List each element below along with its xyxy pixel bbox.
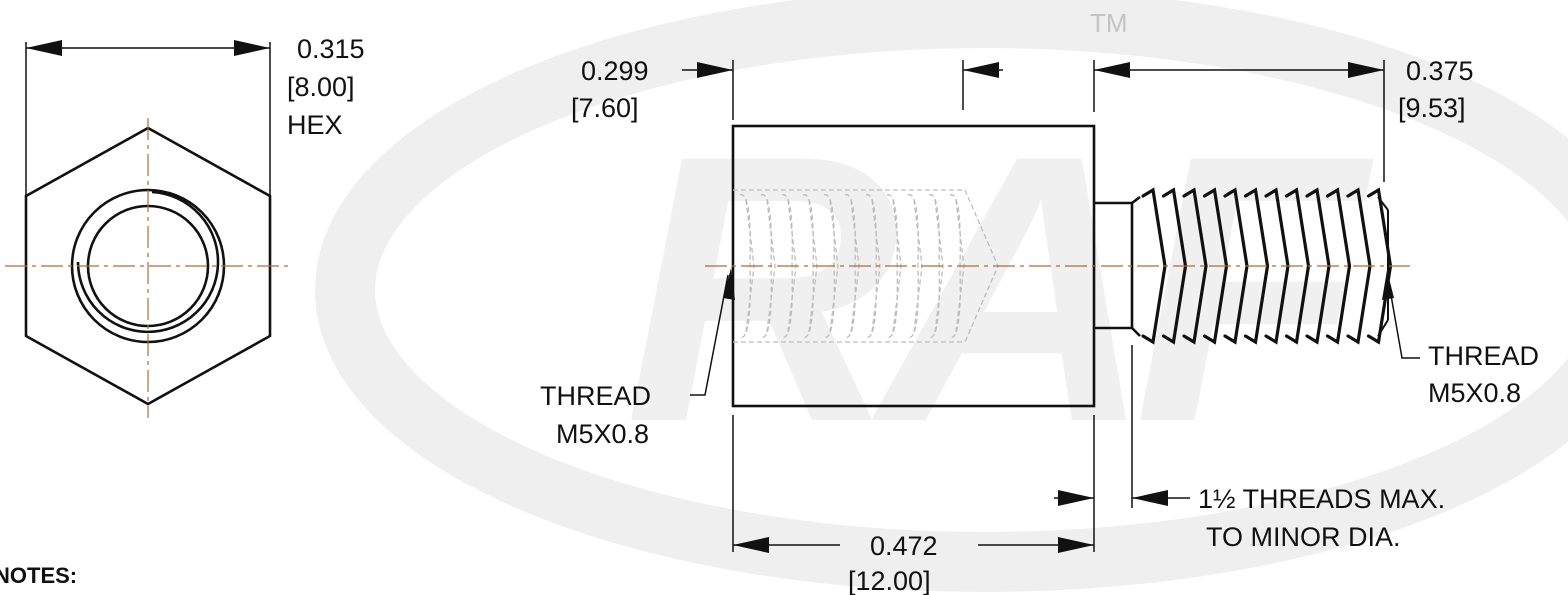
external-thread-crest — [1182, 187, 1208, 345]
thread-note-line2: TO MINOR DIA. — [1206, 522, 1401, 552]
stud-length-dimension — [1093, 60, 1385, 182]
external-thread-leader — [1382, 270, 1420, 359]
external-thread-crest — [1325, 187, 1352, 345]
internal-thread-hidden-root — [766, 199, 776, 333]
body-length-mm: [12.00] — [848, 566, 931, 595]
thread-note-dimension — [1054, 345, 1190, 508]
hex-end-view — [5, 118, 290, 418]
internal-thread-hidden-crest — [907, 194, 919, 338]
body-length-dimension — [732, 415, 1095, 553]
thread-note-line1: 1½ THREADS MAX. — [1198, 484, 1445, 514]
external-thread-crest — [1243, 187, 1270, 345]
internal-thread-leader — [690, 268, 735, 396]
internal-thread-size: M5X0.8 — [556, 419, 649, 449]
external-thread-size: M5X0.8 — [1428, 378, 1521, 408]
svg-text:RAF: RAF — [625, 76, 1377, 501]
hex-dimension-suffix: HEX — [287, 110, 343, 140]
hex-dimension-mm: [8.00] — [287, 72, 355, 102]
stud-length-inch: 0.375 — [1406, 56, 1474, 86]
trademark-mark: TM — [1090, 8, 1128, 38]
body-length-inch: 0.472 — [870, 531, 938, 561]
notes-heading: NOTES: — [0, 563, 77, 588]
internal-thread-hidden-root — [829, 199, 839, 333]
body-diameter-mm: [7.60] — [571, 93, 639, 123]
hex-dimension-inch: 0.315 — [297, 34, 365, 64]
body-diameter-dimension — [682, 60, 1003, 120]
raf-watermark-logo: RAF — [315, 0, 1568, 592]
internal-thread-label: THREAD — [540, 381, 651, 411]
side-view — [705, 124, 1410, 408]
stud-length-mm: [9.53] — [1398, 93, 1466, 123]
body-diameter-inch: 0.299 — [581, 56, 649, 86]
hex-dimension — [25, 40, 271, 196]
external-thread-label: THREAD — [1428, 341, 1539, 371]
